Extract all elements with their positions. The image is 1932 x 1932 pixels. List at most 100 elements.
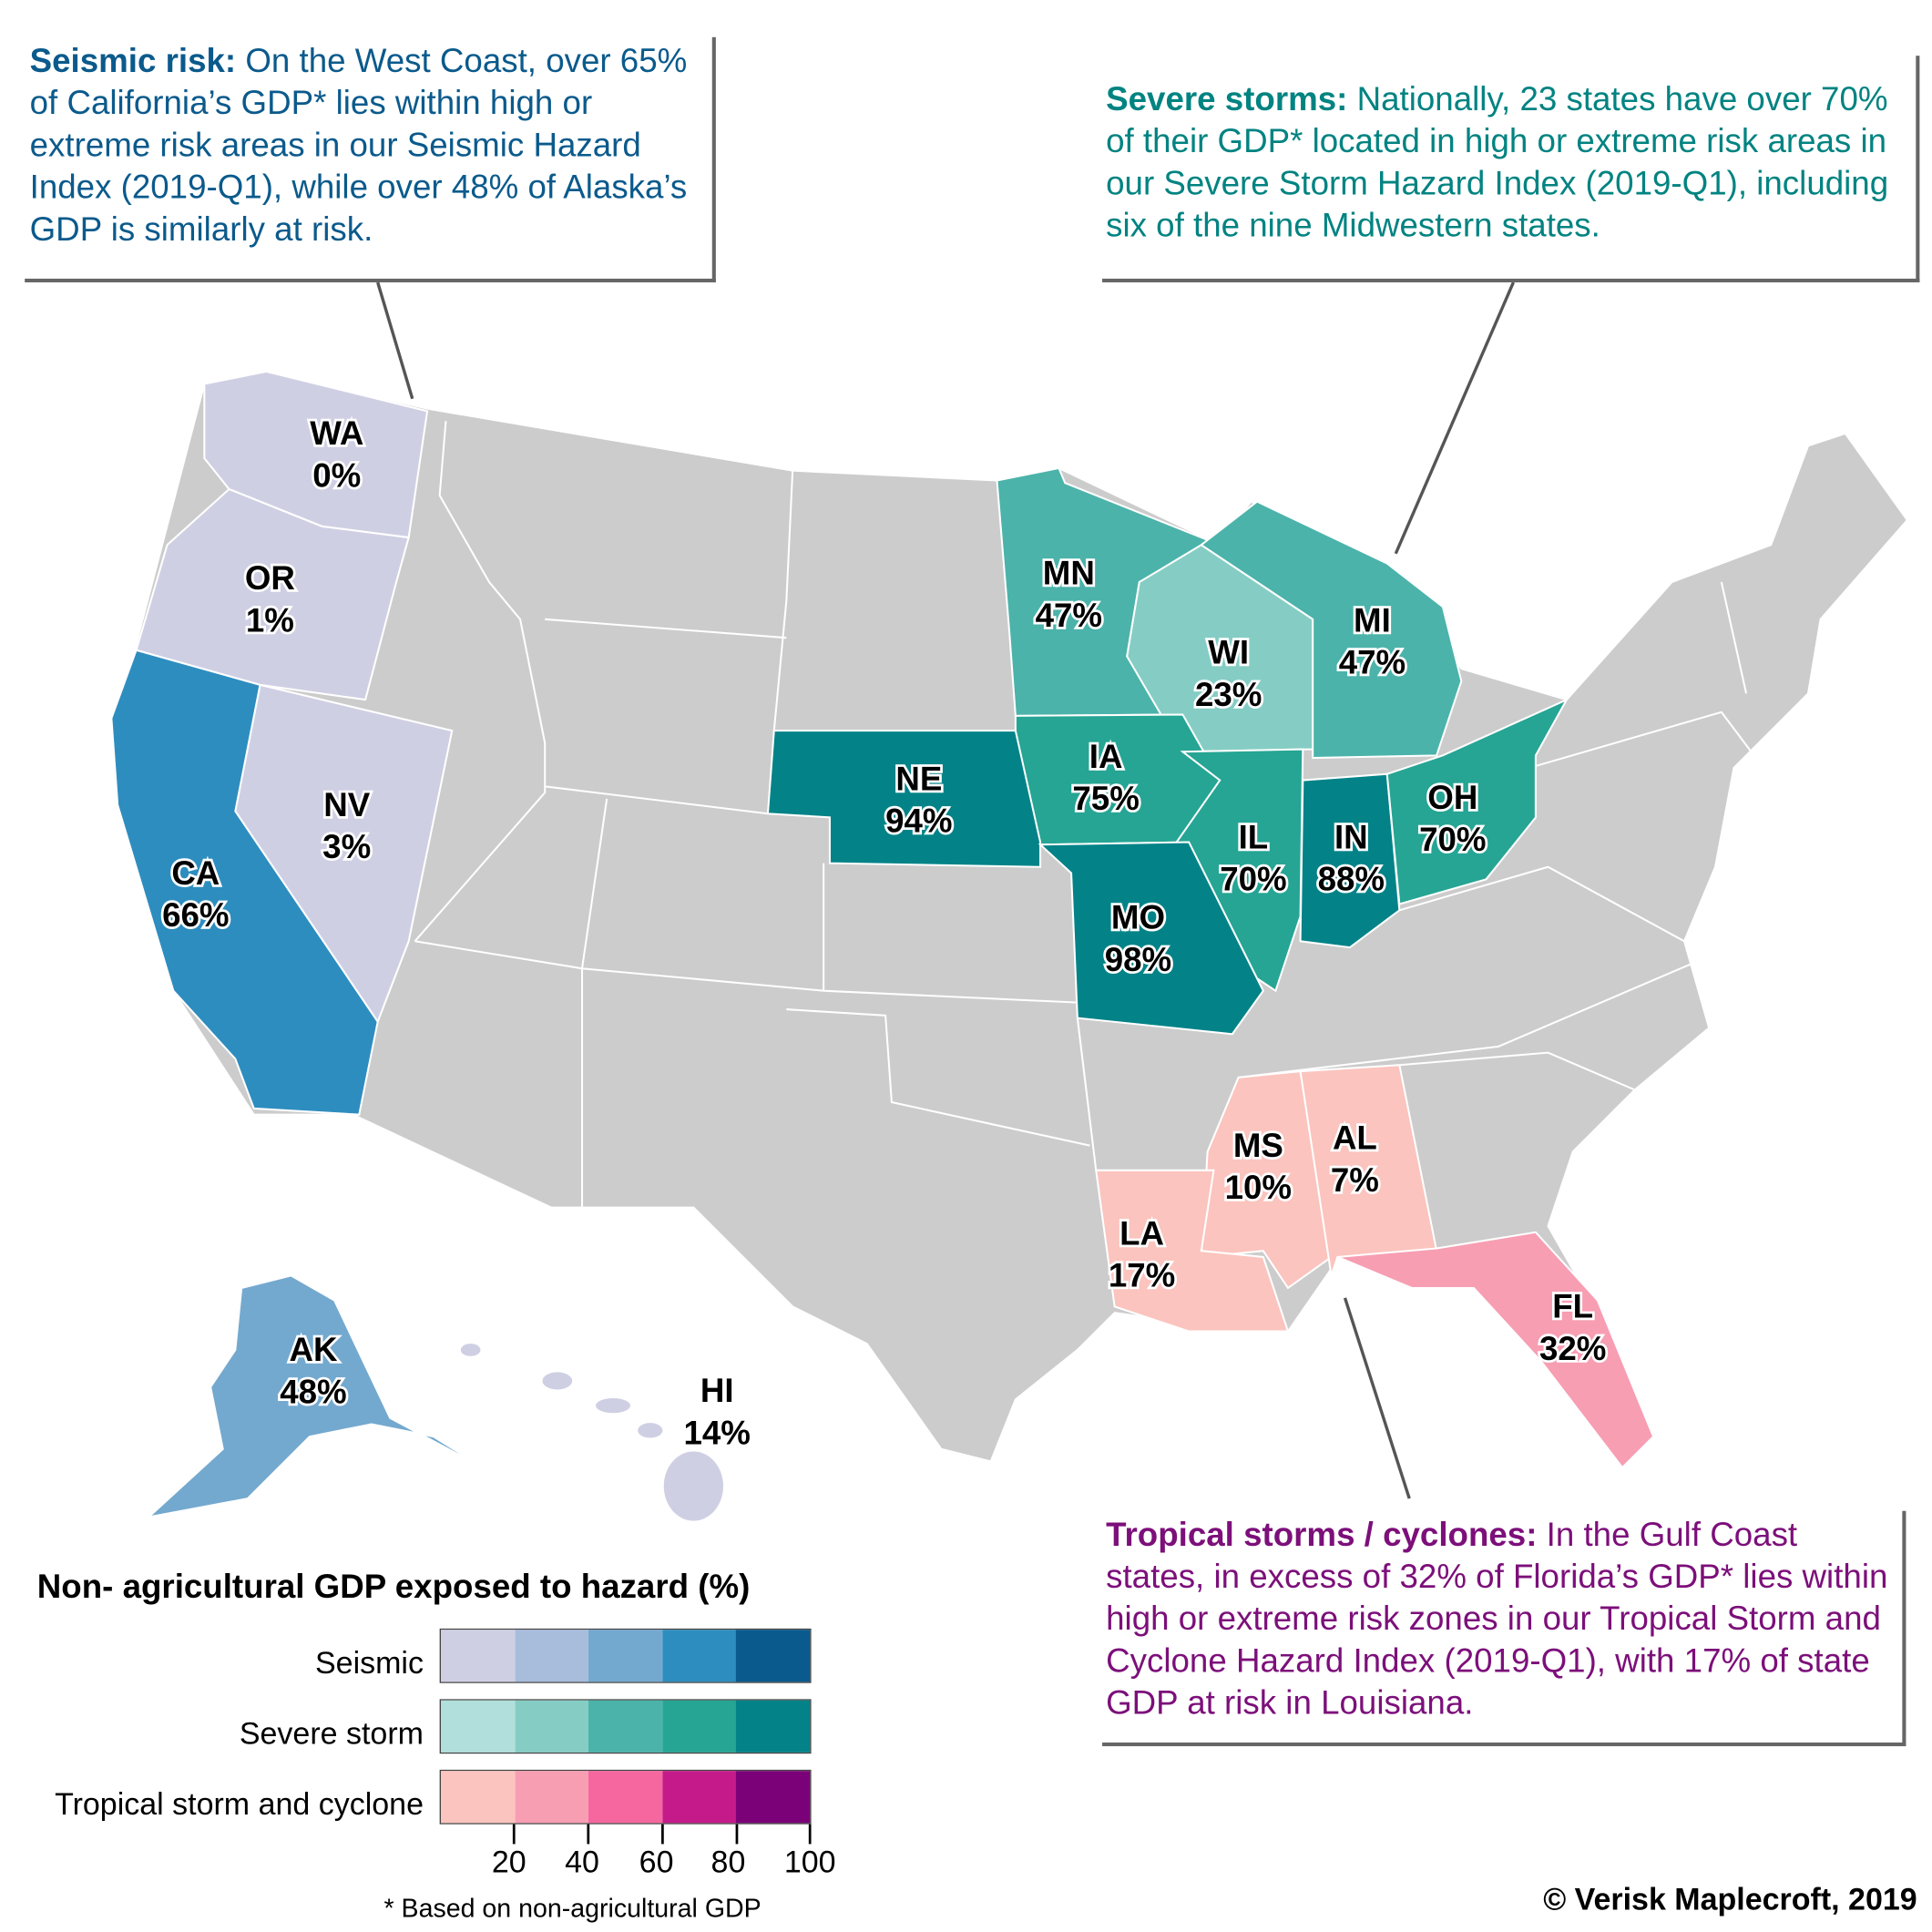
tropical-leader-line [1343, 1297, 1411, 1499]
state-label-value: 47% [1339, 644, 1406, 681]
state-label-value: 75% [1072, 780, 1139, 817]
legend-swatch [736, 1700, 811, 1753]
legend-label-seismic: Seismic [314, 1645, 424, 1681]
tropical-storms-callout: Tropical storms / cyclones: In the Gulf … [1102, 1510, 1906, 1747]
legend-tick-label: 80 [710, 1845, 746, 1880]
state-ca [110, 649, 379, 1116]
state-label-value: 70% [1419, 821, 1486, 858]
legend-swatch [736, 1771, 811, 1824]
legend-swatch [441, 1700, 516, 1753]
state-label-code: OH [1427, 779, 1477, 816]
state-label-value: 66% [162, 896, 229, 934]
state-label-code: LA [1119, 1214, 1164, 1252]
state-label-value: 3% [322, 828, 371, 865]
seismic-callout-body: On the West Coast, over 65% of Californi… [29, 42, 688, 248]
state-label-code: IA [1089, 738, 1123, 775]
state-mo [1038, 841, 1264, 1036]
legend-label-severe-storm: Severe storm [239, 1716, 424, 1752]
seismic-risk-callout: Seismic risk: On the West Coast, over 65… [25, 36, 716, 282]
legend-title: Non- agricultural GDP exposed to hazard … [36, 1568, 751, 1606]
state-label-code: HI [700, 1372, 734, 1409]
state-borders [414, 421, 1760, 1208]
legend-swatch [662, 1771, 737, 1824]
state-label-value: 94% [885, 802, 952, 840]
state-label-code: IN [1334, 818, 1368, 855]
state-label-value: 10% [1225, 1169, 1292, 1206]
tropical-callout-heading: Tropical storms / cyclones: [1106, 1516, 1538, 1553]
island [638, 1423, 663, 1438]
legend-swatch [736, 1630, 811, 1682]
seismic-leader-line [376, 281, 414, 400]
state-label-code: MN [1043, 555, 1095, 592]
state-label-value: 70% [1220, 861, 1286, 898]
state-label-code: NV [323, 786, 370, 823]
legend-swatch [662, 1630, 737, 1682]
copyright: © Verisk Maplecroft, 2019 [1543, 1882, 1917, 1917]
legend-tick [661, 1824, 664, 1845]
footnote: * Based on non-agricultural GDP [383, 1895, 762, 1924]
state-label-value: 23% [1195, 676, 1262, 713]
state-label-code: AL [1333, 1119, 1377, 1157]
callout-leader-lines [376, 281, 1515, 1499]
state-label-value: 98% [1105, 941, 1171, 978]
state-ak [145, 1274, 484, 1519]
state-label-value: 48% [280, 1373, 346, 1410]
legend-label-tropical: Tropical storm and cyclone [55, 1786, 424, 1822]
state-label-code: WI [1208, 634, 1249, 671]
legend-tick [808, 1824, 812, 1845]
legend-swatch [441, 1771, 516, 1824]
state-fl [1336, 1231, 1655, 1469]
state-label-value: 17% [1109, 1257, 1175, 1294]
state-label-code: NE [895, 760, 942, 797]
severe-callout-body: Nationally, 23 states have over 70% of t… [1106, 80, 1889, 244]
legend-bar-severe-storm [439, 1699, 812, 1754]
island [595, 1397, 631, 1414]
legend-tick-label: 100 [783, 1845, 836, 1880]
legend-swatch [441, 1630, 516, 1682]
tropical-callout-body: In the Gulf Coast states, in excess of 3… [1106, 1516, 1888, 1722]
severe-callout-heading: Severe storms: [1106, 80, 1348, 118]
legend-tick-label: 40 [565, 1845, 599, 1880]
state-hi [460, 1344, 724, 1521]
state-label-code: MI [1354, 601, 1391, 639]
state-label-value: 47% [1036, 597, 1102, 634]
state-ne [766, 730, 1042, 868]
legend-tick-label: 60 [639, 1845, 674, 1880]
state-label-code: AK [289, 1331, 337, 1368]
legend-swatch [515, 1630, 589, 1682]
legend-swatch [515, 1771, 589, 1824]
state-label-code: MO [1111, 899, 1165, 936]
state-label-code: CA [171, 854, 220, 892]
legend-swatch [588, 1771, 663, 1824]
seismic-callout-heading: Seismic risk: [29, 42, 237, 80]
legend-tick [735, 1824, 739, 1845]
state-label-code: IL [1239, 818, 1269, 855]
state-labels: WA 0% OR 1% NV 3% CA 66% AK 48% HI 14% MN 47% WI 23% MI 4… [159, 412, 1609, 1454]
state-label-value: 14% [683, 1414, 750, 1451]
severe-leader-line [1394, 281, 1515, 555]
state-mi [1200, 500, 1463, 760]
state-label-value: 7% [1331, 1161, 1379, 1199]
highlighted-states [110, 370, 1655, 1521]
legend-swatch [515, 1700, 589, 1753]
state-label-code: FL [1552, 1288, 1593, 1325]
island [663, 1451, 724, 1521]
island [460, 1344, 481, 1356]
legend-tick [512, 1824, 516, 1845]
state-label-value: 0% [312, 456, 361, 494]
state-label-code: MS [1233, 1127, 1283, 1164]
legend-tick [587, 1824, 590, 1845]
state-la [1095, 1169, 1290, 1333]
legend-swatch [588, 1630, 663, 1682]
state-or [135, 487, 410, 701]
state-label-value: 1% [246, 601, 294, 639]
severe-storms-callout: Severe storms: Nationally, 23 states hav… [1102, 56, 1920, 282]
legend-swatch [662, 1700, 737, 1753]
state-label-code: OR [245, 559, 295, 597]
state-label-value: 88% [1318, 861, 1385, 898]
legend-swatch [588, 1700, 663, 1753]
legend-tick-label: 20 [491, 1845, 526, 1880]
state-oh [1385, 697, 1569, 905]
